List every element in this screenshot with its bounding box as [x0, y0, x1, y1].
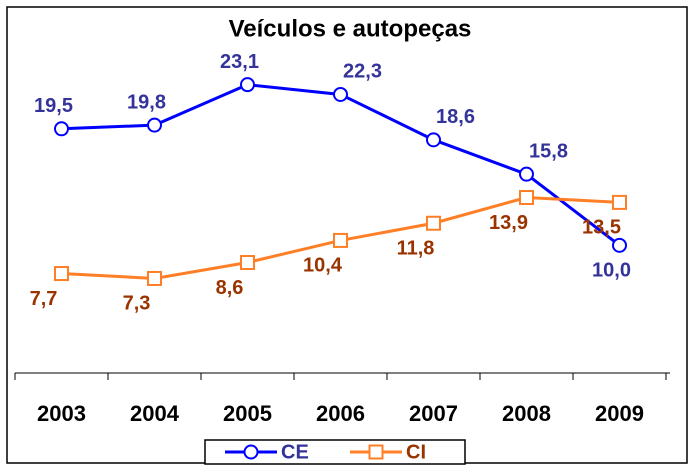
data-label: 18,6	[436, 106, 475, 128]
data-label: 8,6	[216, 277, 244, 299]
legend-label: CI	[406, 441, 426, 463]
legend-label: CE	[281, 441, 309, 463]
data-label: 13,5	[582, 217, 621, 239]
x-tick-label: 2004	[130, 401, 180, 426]
point	[426, 215, 441, 231]
point	[612, 237, 627, 253]
point	[519, 189, 534, 205]
data-label: 22,3	[343, 61, 382, 83]
data-label: 19,5	[34, 95, 73, 117]
point	[426, 132, 441, 148]
data-label: 11,8	[397, 238, 435, 260]
data-label: 10,4	[303, 255, 343, 277]
x-tick-label: 2005	[223, 401, 272, 426]
point	[612, 194, 627, 210]
legend-marker	[243, 444, 259, 460]
point	[54, 121, 69, 137]
legend-marker	[368, 444, 384, 460]
chart-title: Veículos e autopeças	[229, 15, 472, 42]
data-label: 7,3	[123, 293, 151, 315]
data-label: 19,8	[127, 91, 166, 113]
x-tick-label: 2007	[409, 401, 458, 426]
point	[240, 255, 255, 271]
point	[147, 117, 162, 133]
x-tick-label: 2008	[502, 401, 551, 426]
point	[333, 232, 348, 248]
point	[333, 86, 348, 102]
data-label: 10,0	[592, 260, 631, 282]
point	[519, 166, 534, 182]
data-label: 7,7	[30, 288, 58, 310]
point	[54, 266, 69, 282]
data-label: 23,1	[220, 51, 259, 73]
data-label: 13,9	[489, 212, 528, 234]
x-tick-label: 2003	[37, 401, 86, 426]
x-tick-label: 2006	[316, 401, 365, 426]
point	[147, 270, 162, 286]
point	[240, 77, 255, 93]
data-label: 15,8	[529, 140, 568, 162]
x-tick-label: 2009	[595, 401, 644, 426]
